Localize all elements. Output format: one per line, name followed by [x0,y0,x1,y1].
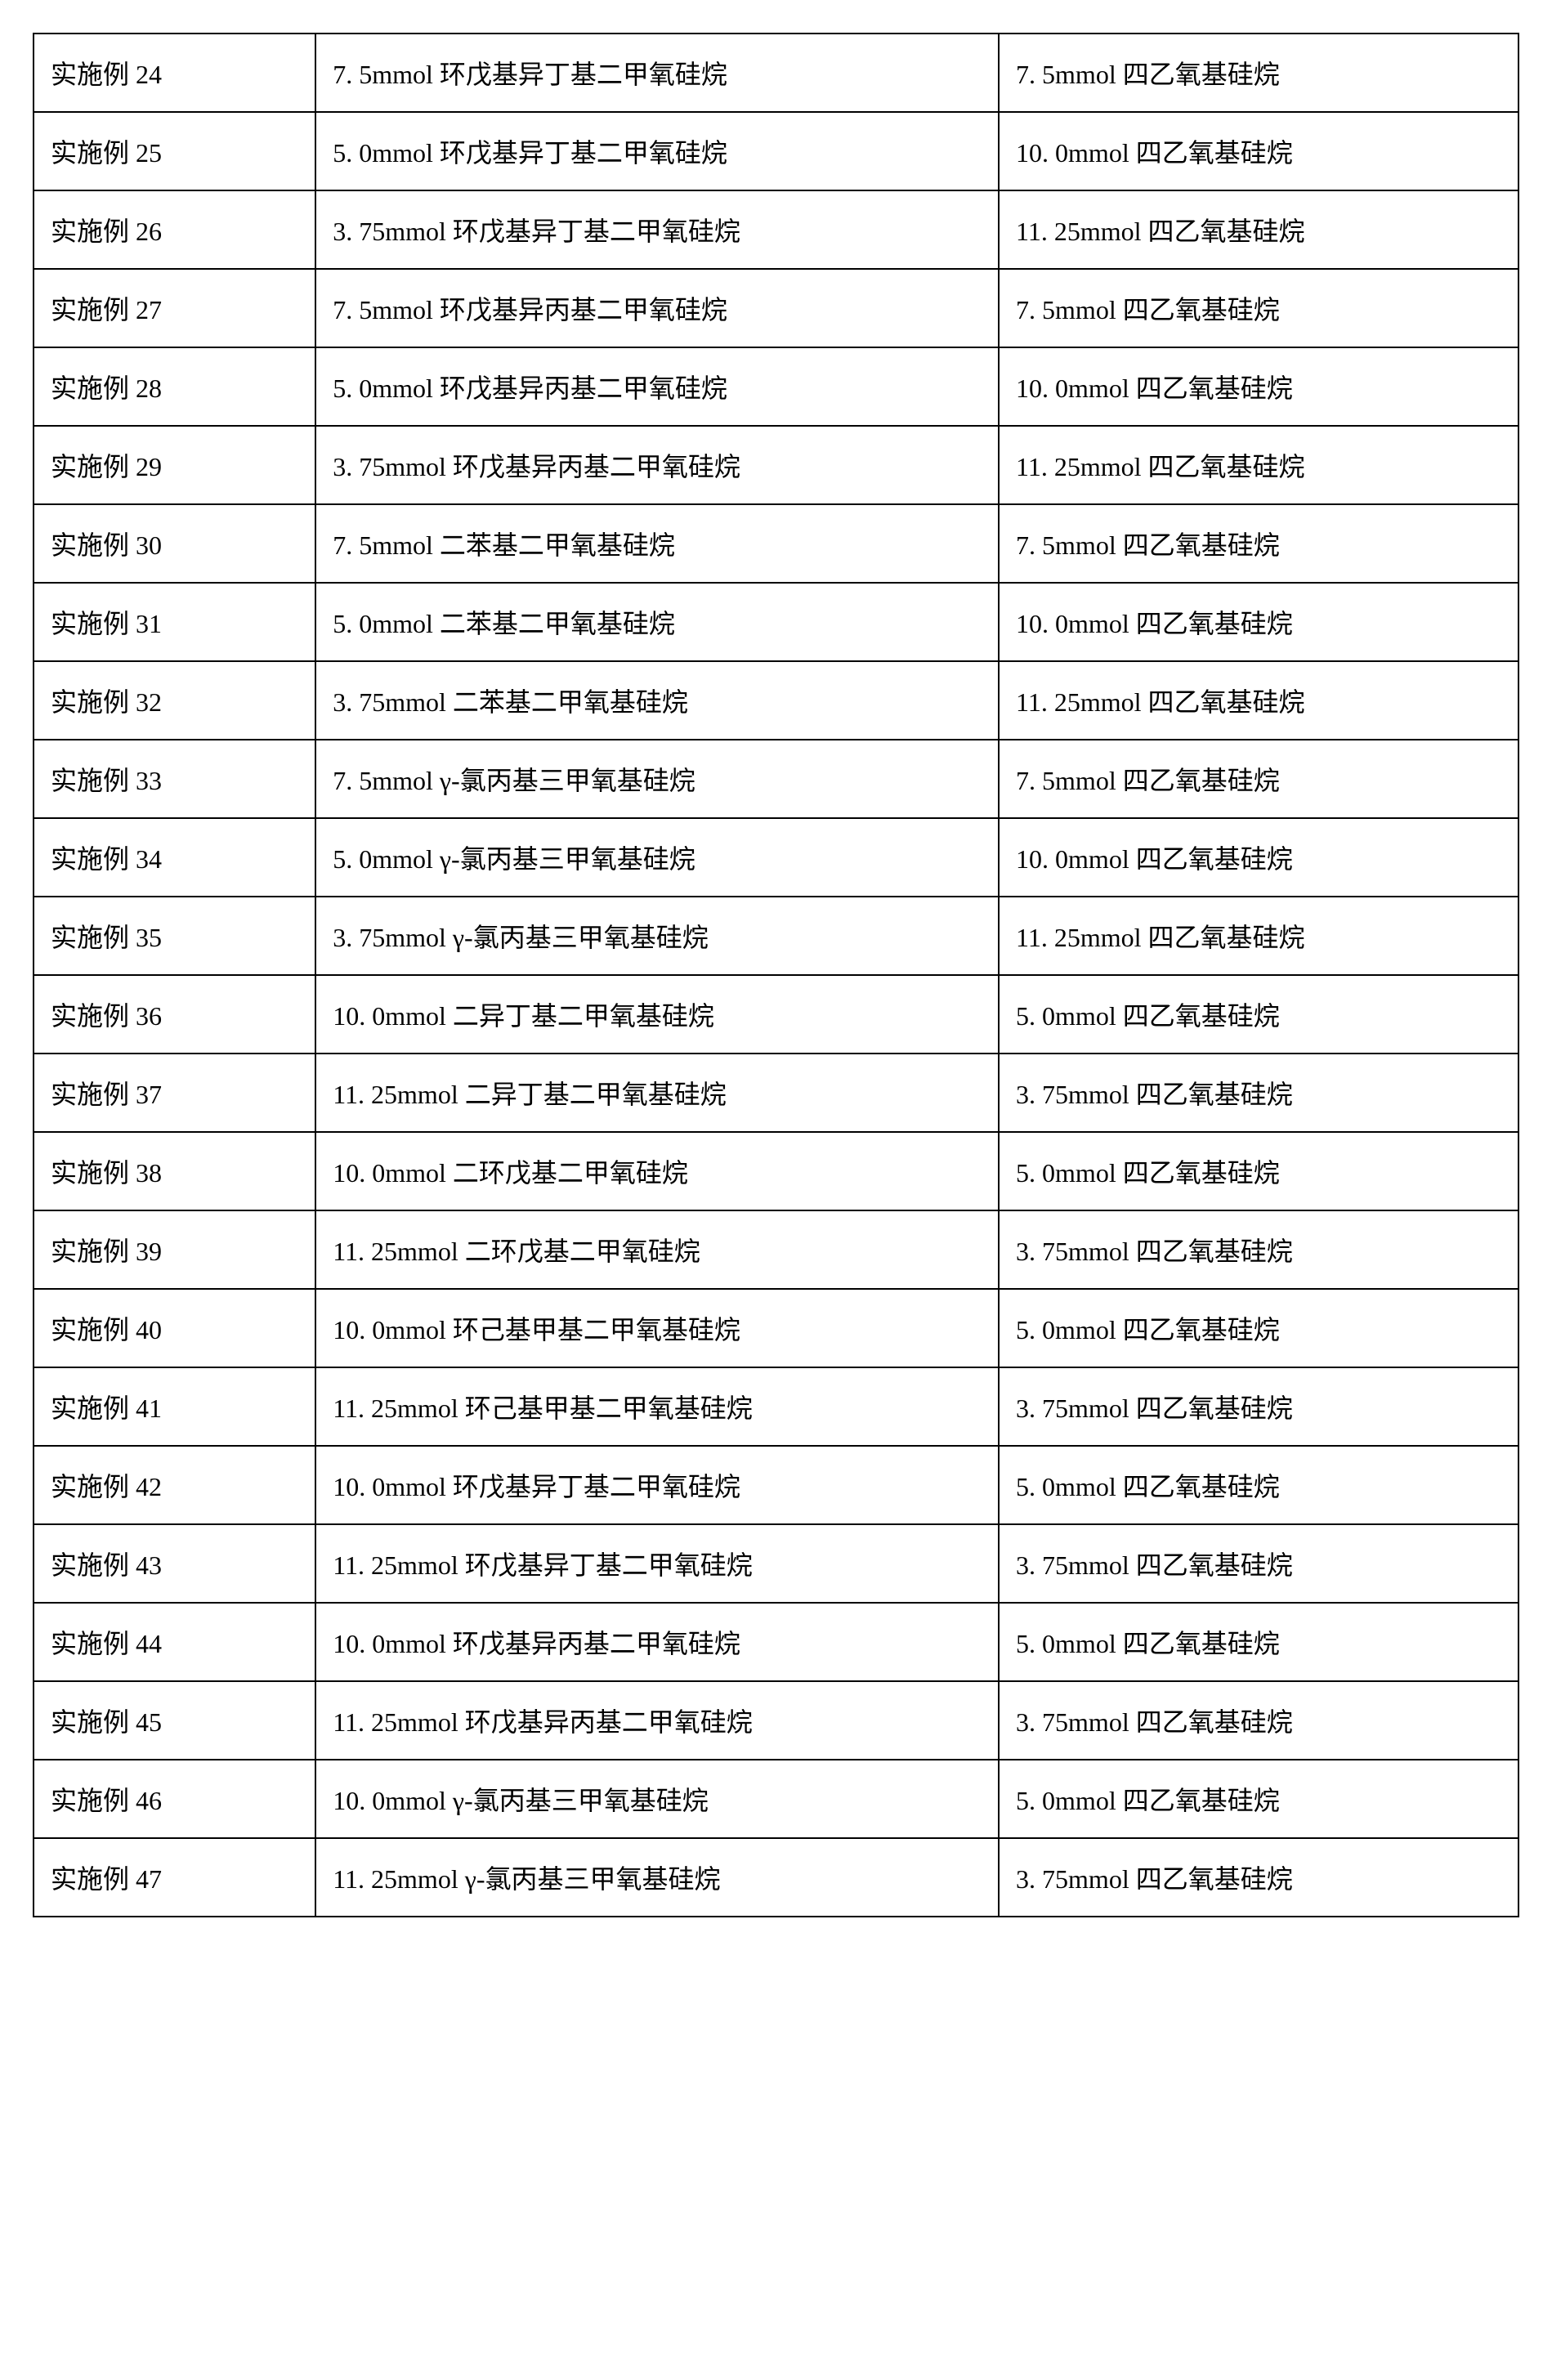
compound-a-cell: 11. 25mmol 环己基甲基二甲氧基硅烷 [315,1367,999,1446]
example-label-cell: 实施例 37 [34,1054,315,1132]
compound-a-cell: 11. 25mmol 环戊基异丁基二甲氧硅烷 [315,1524,999,1603]
compound-a-cell: 10. 0mmol 二异丁基二甲氧基硅烷 [315,975,999,1054]
example-label-cell: 实施例 42 [34,1446,315,1524]
table-row: 实施例 293. 75mmol 环戊基异丙基二甲氧硅烷11. 25mmol 四乙… [34,426,1518,504]
compound-a-cell: 5. 0mmol 二苯基二甲氧基硅烷 [315,583,999,661]
table-row: 实施例 255. 0mmol 环戊基异丁基二甲氧硅烷10. 0mmol 四乙氧基… [34,112,1518,190]
example-label-cell: 实施例 41 [34,1367,315,1446]
compound-b-cell: 3. 75mmol 四乙氧基硅烷 [999,1054,1518,1132]
compound-b-cell: 3. 75mmol 四乙氧基硅烷 [999,1210,1518,1289]
compound-a-cell: 11. 25mmol 二环戊基二甲氧硅烷 [315,1210,999,1289]
table-row: 实施例 3911. 25mmol 二环戊基二甲氧硅烷3. 75mmol 四乙氧基… [34,1210,1518,1289]
compound-b-cell: 3. 75mmol 四乙氧基硅烷 [999,1681,1518,1760]
table-row: 实施例 4010. 0mmol 环己基甲基二甲氧基硅烷5. 0mmol 四乙氧基… [34,1289,1518,1367]
example-label-cell: 实施例 47 [34,1838,315,1917]
example-label-cell: 实施例 32 [34,661,315,740]
compound-b-cell: 11. 25mmol 四乙氧基硅烷 [999,897,1518,975]
example-label-cell: 实施例 36 [34,975,315,1054]
compound-a-cell: 3. 75mmol γ-氯丙基三甲氧基硅烷 [315,897,999,975]
table-row: 实施例 3711. 25mmol 二异丁基二甲氧基硅烷3. 75mmol 四乙氧… [34,1054,1518,1132]
compound-a-cell: 5. 0mmol γ-氯丙基三甲氧基硅烷 [315,818,999,897]
table-row: 实施例 263. 75mmol 环戊基异丁基二甲氧硅烷11. 25mmol 四乙… [34,190,1518,269]
example-label-cell: 实施例 25 [34,112,315,190]
compound-a-cell: 10. 0mmol γ-氯丙基三甲氧基硅烷 [315,1760,999,1838]
table-row: 实施例 4111. 25mmol 环己基甲基二甲氧基硅烷3. 75mmol 四乙… [34,1367,1518,1446]
example-label-cell: 实施例 46 [34,1760,315,1838]
compound-b-cell: 11. 25mmol 四乙氧基硅烷 [999,190,1518,269]
compound-b-cell: 10. 0mmol 四乙氧基硅烷 [999,583,1518,661]
table-row: 实施例 353. 75mmol γ-氯丙基三甲氧基硅烷11. 25mmol 四乙… [34,897,1518,975]
compound-b-cell: 10. 0mmol 四乙氧基硅烷 [999,112,1518,190]
compound-b-cell: 10. 0mmol 四乙氧基硅烷 [999,347,1518,426]
compound-b-cell: 3. 75mmol 四乙氧基硅烷 [999,1838,1518,1917]
example-label-cell: 实施例 38 [34,1132,315,1210]
example-label-cell: 实施例 33 [34,740,315,818]
table-row: 实施例 4511. 25mmol 环戊基异丙基二甲氧硅烷3. 75mmol 四乙… [34,1681,1518,1760]
compound-a-cell: 3. 75mmol 二苯基二甲氧基硅烷 [315,661,999,740]
table-row: 实施例 4610. 0mmol γ-氯丙基三甲氧基硅烷5. 0mmol 四乙氧基… [34,1760,1518,1838]
table-row: 实施例 285. 0mmol 环戊基异丙基二甲氧硅烷10. 0mmol 四乙氧基… [34,347,1518,426]
table-row: 实施例 4410. 0mmol 环戊基异丙基二甲氧硅烷5. 0mmol 四乙氧基… [34,1603,1518,1681]
example-label-cell: 实施例 39 [34,1210,315,1289]
compound-a-cell: 11. 25mmol 环戊基异丙基二甲氧硅烷 [315,1681,999,1760]
compound-a-cell: 11. 25mmol 二异丁基二甲氧基硅烷 [315,1054,999,1132]
compound-a-cell: 10. 0mmol 环戊基异丁基二甲氧硅烷 [315,1446,999,1524]
compound-a-cell: 7. 5mmol γ-氯丙基三甲氧基硅烷 [315,740,999,818]
example-label-cell: 实施例 43 [34,1524,315,1603]
table-row: 实施例 247. 5mmol 环戊基异丁基二甲氧硅烷7. 5mmol 四乙氧基硅… [34,34,1518,112]
compound-a-cell: 5. 0mmol 环戊基异丁基二甲氧硅烷 [315,112,999,190]
compound-a-cell: 10. 0mmol 环戊基异丙基二甲氧硅烷 [315,1603,999,1681]
table-row: 实施例 4210. 0mmol 环戊基异丁基二甲氧硅烷5. 0mmol 四乙氧基… [34,1446,1518,1524]
example-label-cell: 实施例 44 [34,1603,315,1681]
example-label-cell: 实施例 35 [34,897,315,975]
compound-b-cell: 11. 25mmol 四乙氧基硅烷 [999,661,1518,740]
compound-a-cell: 10. 0mmol 二环戊基二甲氧硅烷 [315,1132,999,1210]
compound-a-cell: 3. 75mmol 环戊基异丙基二甲氧硅烷 [315,426,999,504]
example-label-cell: 实施例 40 [34,1289,315,1367]
compound-b-cell: 3. 75mmol 四乙氧基硅烷 [999,1367,1518,1446]
compound-a-cell: 10. 0mmol 环己基甲基二甲氧基硅烷 [315,1289,999,1367]
compound-b-cell: 5. 0mmol 四乙氧基硅烷 [999,1760,1518,1838]
table-row: 实施例 4311. 25mmol 环戊基异丁基二甲氧硅烷3. 75mmol 四乙… [34,1524,1518,1603]
example-label-cell: 实施例 34 [34,818,315,897]
compound-a-cell: 7. 5mmol 环戊基异丙基二甲氧硅烷 [315,269,999,347]
table-row: 实施例 337. 5mmol γ-氯丙基三甲氧基硅烷7. 5mmol 四乙氧基硅… [34,740,1518,818]
compound-a-cell: 11. 25mmol γ-氯丙基三甲氧基硅烷 [315,1838,999,1917]
example-label-cell: 实施例 24 [34,34,315,112]
table-row: 实施例 307. 5mmol 二苯基二甲氧基硅烷7. 5mmol 四乙氧基硅烷 [34,504,1518,583]
example-label-cell: 实施例 28 [34,347,315,426]
compound-b-cell: 7. 5mmol 四乙氧基硅烷 [999,504,1518,583]
table-row: 实施例 323. 75mmol 二苯基二甲氧基硅烷11. 25mmol 四乙氧基… [34,661,1518,740]
table-row: 实施例 3810. 0mmol 二环戊基二甲氧硅烷5. 0mmol 四乙氧基硅烷 [34,1132,1518,1210]
compound-b-cell: 5. 0mmol 四乙氧基硅烷 [999,1603,1518,1681]
compound-b-cell: 5. 0mmol 四乙氧基硅烷 [999,975,1518,1054]
compound-b-cell: 7. 5mmol 四乙氧基硅烷 [999,740,1518,818]
compound-b-cell: 5. 0mmol 四乙氧基硅烷 [999,1446,1518,1524]
table-body: 实施例 247. 5mmol 环戊基异丁基二甲氧硅烷7. 5mmol 四乙氧基硅… [34,34,1518,1917]
examples-table: 实施例 247. 5mmol 环戊基异丁基二甲氧硅烷7. 5mmol 四乙氧基硅… [33,33,1519,1917]
table-row: 实施例 3610. 0mmol 二异丁基二甲氧基硅烷5. 0mmol 四乙氧基硅… [34,975,1518,1054]
example-label-cell: 实施例 30 [34,504,315,583]
compound-b-cell: 5. 0mmol 四乙氧基硅烷 [999,1289,1518,1367]
compound-b-cell: 7. 5mmol 四乙氧基硅烷 [999,269,1518,347]
compound-a-cell: 7. 5mmol 二苯基二甲氧基硅烷 [315,504,999,583]
compound-b-cell: 5. 0mmol 四乙氧基硅烷 [999,1132,1518,1210]
compound-a-cell: 5. 0mmol 环戊基异丙基二甲氧硅烷 [315,347,999,426]
example-label-cell: 实施例 26 [34,190,315,269]
table-row: 实施例 345. 0mmol γ-氯丙基三甲氧基硅烷10. 0mmol 四乙氧基… [34,818,1518,897]
compound-b-cell: 3. 75mmol 四乙氧基硅烷 [999,1524,1518,1603]
table-row: 实施例 315. 0mmol 二苯基二甲氧基硅烷10. 0mmol 四乙氧基硅烷 [34,583,1518,661]
table-row: 实施例 277. 5mmol 环戊基异丙基二甲氧硅烷7. 5mmol 四乙氧基硅… [34,269,1518,347]
compound-b-cell: 10. 0mmol 四乙氧基硅烷 [999,818,1518,897]
compound-b-cell: 11. 25mmol 四乙氧基硅烷 [999,426,1518,504]
table-row: 实施例 4711. 25mmol γ-氯丙基三甲氧基硅烷3. 75mmol 四乙… [34,1838,1518,1917]
example-label-cell: 实施例 31 [34,583,315,661]
example-label-cell: 实施例 27 [34,269,315,347]
compound-b-cell: 7. 5mmol 四乙氧基硅烷 [999,34,1518,112]
compound-a-cell: 7. 5mmol 环戊基异丁基二甲氧硅烷 [315,34,999,112]
example-label-cell: 实施例 45 [34,1681,315,1760]
compound-a-cell: 3. 75mmol 环戊基异丁基二甲氧硅烷 [315,190,999,269]
example-label-cell: 实施例 29 [34,426,315,504]
